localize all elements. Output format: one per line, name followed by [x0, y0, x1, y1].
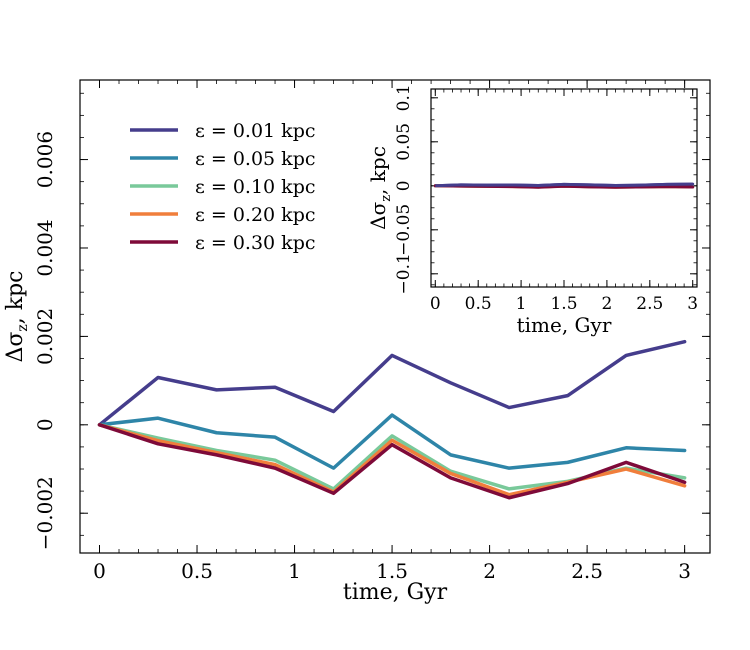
y-axis-title-unit: , kpc: [3, 270, 28, 324]
legend-label-3: ε = 0.20 kpc: [195, 204, 316, 226]
inset-x-tick-label: 2: [601, 294, 612, 314]
inset-x-tick-label: 0.5: [465, 294, 492, 314]
x-tick-label: 1: [288, 559, 301, 583]
inset-series-line-0-top: [435, 182, 693, 188]
x-tick-label: 2.5: [571, 559, 603, 583]
legend-label-2: ε = 0.10 kpc: [195, 176, 316, 198]
x-tick-label: 3: [678, 559, 691, 583]
inset-y-tick-label: 0: [394, 180, 414, 191]
inset-y-axis-title-main: Δσ: [366, 201, 390, 229]
legend-label-1: ε = 0.05 kpc: [195, 148, 316, 170]
y-tick-label: 0.002: [33, 308, 57, 365]
y-tick-label: 0: [33, 418, 57, 431]
y-axis-title-subscript: z: [15, 324, 31, 331]
series-line-0: [97, 339, 687, 427]
inset-y-tick-label: 0.1: [394, 84, 414, 111]
inset-x-tick-label: 3: [687, 294, 698, 314]
inset-x-tick-label: 1.5: [550, 294, 577, 314]
x-tick-label: 0.5: [181, 559, 213, 583]
legend-label-0: ε = 0.01 kpc: [195, 120, 316, 142]
inset-x-tick-label: 0: [430, 294, 441, 314]
y-tick-label: −0.002: [33, 476, 57, 550]
y-tick-label: 0.006: [33, 131, 57, 188]
series-line-4: [97, 423, 687, 500]
inset-y-axis-title-unit: , kpc: [366, 146, 390, 195]
inset-y-axis-title-subscript: z: [379, 195, 394, 202]
y-tick-label: 0.004: [33, 219, 57, 276]
inset-y-tick-label: −0.1: [394, 253, 414, 294]
y-axis-title-main: Δσ: [3, 332, 28, 363]
x-tick-label: 1.5: [376, 559, 408, 583]
inset-y-tick-label: −0.05: [394, 204, 414, 256]
x-tick-label: 2: [483, 559, 496, 583]
inset-plot: 0 0.5 1 1.5 2 2.5 3 −0.1−0.05 0 0.05 0.1 time, Gyr Δ…: [366, 84, 698, 337]
series-line-1: [97, 413, 687, 470]
inset-y-tick-label: 0.05: [394, 123, 414, 161]
legend-label-4: ε = 0.30 kpc: [195, 232, 316, 254]
inset-x-tick-label: 1: [516, 294, 527, 314]
x-tick-label: 0: [93, 559, 106, 583]
inset-y-axis-title: Δσz, kpc: [366, 146, 394, 230]
y-axis-title: Δσz, kpc: [3, 270, 31, 362]
inset-x-axis-title: time, Gyr: [517, 313, 612, 337]
x-axis-title: time, Gyr: [343, 580, 448, 605]
inset-x-tick-label: 2.5: [636, 294, 663, 314]
